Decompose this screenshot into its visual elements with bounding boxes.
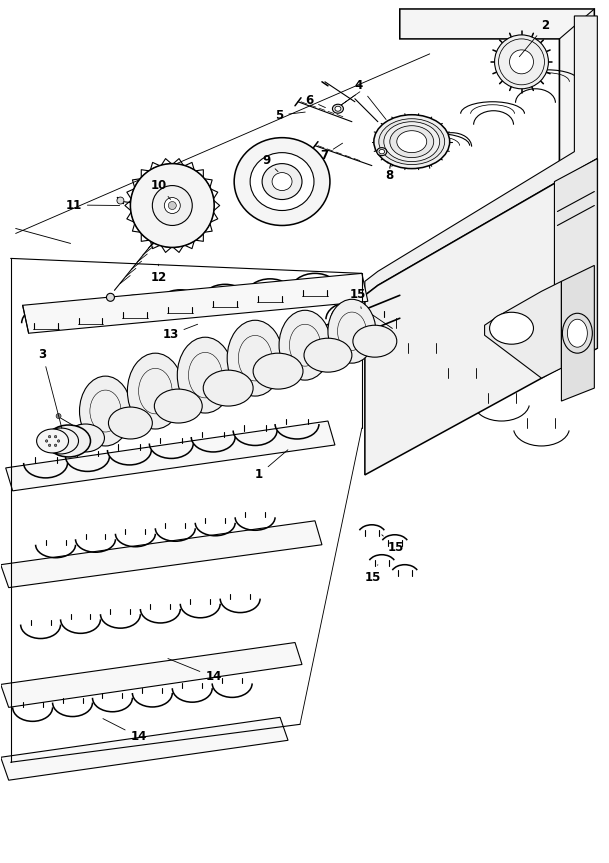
Ellipse shape: [234, 138, 330, 225]
Polygon shape: [365, 159, 597, 475]
Ellipse shape: [203, 370, 253, 406]
Polygon shape: [485, 281, 561, 378]
Ellipse shape: [127, 353, 183, 429]
Circle shape: [130, 164, 214, 248]
Circle shape: [57, 440, 60, 442]
Text: 4: 4: [355, 79, 386, 120]
Ellipse shape: [390, 126, 434, 158]
Text: 7: 7: [320, 143, 343, 161]
Ellipse shape: [379, 149, 385, 154]
Ellipse shape: [377, 148, 387, 155]
Text: 13: 13: [163, 324, 198, 341]
Ellipse shape: [154, 389, 202, 423]
Polygon shape: [5, 421, 335, 491]
Text: 15: 15: [382, 535, 404, 554]
Polygon shape: [554, 159, 597, 371]
Polygon shape: [561, 266, 594, 401]
Ellipse shape: [66, 424, 105, 452]
Ellipse shape: [568, 319, 587, 347]
Ellipse shape: [80, 376, 132, 446]
Text: 15: 15: [365, 564, 381, 583]
Text: 9: 9: [262, 154, 278, 172]
Circle shape: [54, 436, 57, 438]
Text: 5: 5: [275, 109, 305, 122]
Ellipse shape: [379, 119, 445, 165]
Ellipse shape: [108, 407, 152, 439]
Circle shape: [46, 440, 48, 442]
Circle shape: [54, 444, 57, 446]
Circle shape: [152, 186, 192, 225]
Text: 6: 6: [305, 94, 325, 108]
Ellipse shape: [47, 425, 91, 457]
Ellipse shape: [279, 311, 331, 380]
Ellipse shape: [397, 130, 427, 153]
Circle shape: [495, 35, 549, 89]
Text: 10: 10: [150, 179, 171, 199]
Text: 12: 12: [150, 264, 167, 284]
Circle shape: [48, 436, 51, 438]
Polygon shape: [1, 643, 302, 708]
Ellipse shape: [272, 173, 292, 191]
Ellipse shape: [333, 104, 343, 113]
Text: 11: 11: [66, 198, 119, 211]
Text: 3: 3: [38, 348, 62, 428]
Circle shape: [48, 444, 51, 446]
Ellipse shape: [227, 320, 283, 396]
Ellipse shape: [490, 312, 533, 344]
Circle shape: [168, 202, 176, 210]
Text: 14: 14: [103, 719, 147, 743]
Circle shape: [107, 293, 114, 301]
Text: 1: 1: [255, 450, 288, 481]
Circle shape: [164, 198, 180, 213]
Ellipse shape: [328, 299, 376, 363]
Text: 8: 8: [385, 161, 393, 181]
Ellipse shape: [335, 106, 341, 111]
Text: 15: 15: [350, 288, 366, 309]
Polygon shape: [23, 274, 368, 333]
Ellipse shape: [43, 428, 79, 454]
Circle shape: [56, 413, 61, 419]
Circle shape: [117, 197, 124, 204]
Polygon shape: [365, 16, 597, 295]
Ellipse shape: [262, 164, 302, 199]
Polygon shape: [1, 717, 288, 780]
Polygon shape: [400, 9, 594, 254]
Ellipse shape: [253, 353, 303, 389]
Circle shape: [510, 50, 533, 74]
Text: 2: 2: [519, 19, 549, 57]
Ellipse shape: [304, 338, 352, 372]
Ellipse shape: [37, 429, 69, 453]
Text: 14: 14: [168, 658, 222, 683]
Ellipse shape: [353, 325, 397, 357]
Ellipse shape: [384, 122, 440, 161]
Ellipse shape: [177, 337, 233, 413]
Polygon shape: [1, 520, 322, 588]
Ellipse shape: [250, 153, 314, 211]
Ellipse shape: [374, 115, 449, 168]
